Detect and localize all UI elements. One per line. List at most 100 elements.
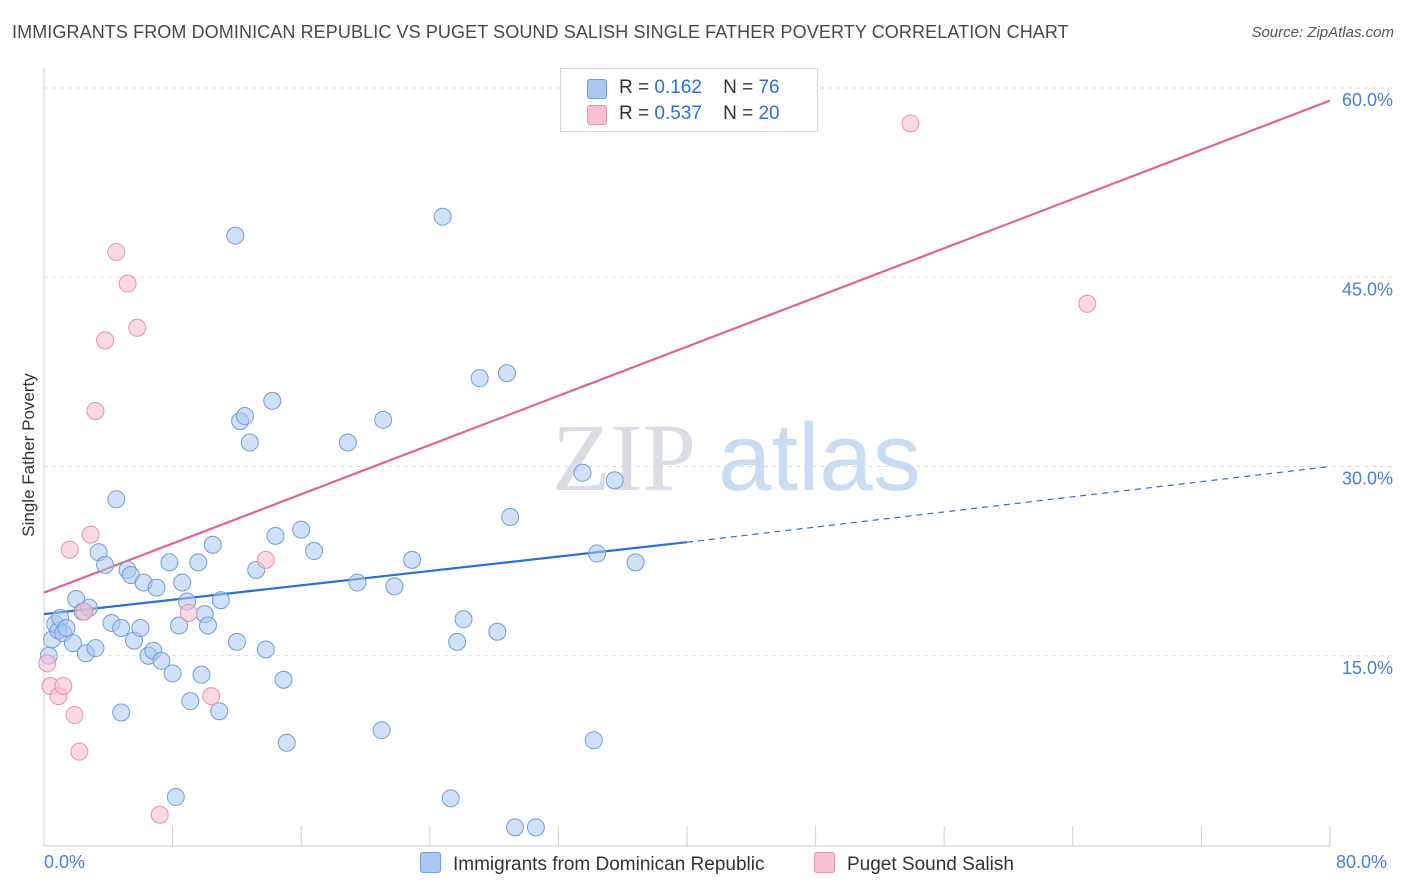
data-point-blue <box>497 364 516 383</box>
legend-r-label: R = <box>619 77 650 98</box>
y-axis-title: Single Father Poverty <box>19 373 38 537</box>
data-point-blue <box>86 639 105 658</box>
y-tick-labels: 15.0% 30.0% 45.0% 60.0% <box>1342 90 1393 678</box>
data-point-blue <box>63 634 82 653</box>
series-dominican-republic <box>39 207 645 837</box>
data-point-blue <box>198 616 217 635</box>
bottom-legend-blue: Immigrants from Dominican Republic <box>420 852 765 876</box>
data-point-blue <box>170 616 189 635</box>
bottom-legend-pink: Puget Sound Salish <box>814 852 1014 876</box>
data-point-pink <box>75 602 94 621</box>
legend-n-value-blue: 76 <box>758 77 780 98</box>
data-point-blue <box>584 731 603 750</box>
data-point-blue <box>112 703 131 722</box>
data-point-blue <box>441 789 460 808</box>
source-credit: Source: ZipAtlas.com <box>1251 24 1394 41</box>
data-point-blue <box>403 550 422 569</box>
data-point-blue <box>348 573 367 592</box>
data-point-blue <box>96 555 115 574</box>
data-point-pink <box>202 687 221 706</box>
data-point-pink <box>70 742 89 761</box>
data-point-blue <box>112 618 131 637</box>
data-point-blue <box>448 632 467 651</box>
y-tick-label-45: 45.0% <box>1342 279 1393 299</box>
y-tick-label-30: 30.0% <box>1342 469 1393 489</box>
bottom-legend-label-blue: Immigrants from Dominican Republic <box>453 854 765 875</box>
trend-line-blue <box>43 541 688 616</box>
data-point-blue <box>240 433 259 452</box>
legend-swatch-pink <box>587 105 607 125</box>
trend-line-pink <box>43 99 1331 594</box>
data-point-blue <box>210 702 229 721</box>
data-point-blue <box>501 507 520 526</box>
data-point-pink <box>150 805 169 824</box>
bottom-legend-label-pink: Puget Sound Salish <box>847 854 1014 875</box>
x-tick-label-max: 80.0% <box>1336 852 1388 872</box>
data-point-blue <box>454 610 473 629</box>
data-point-pink <box>128 318 147 337</box>
data-point-blue <box>227 632 246 651</box>
data-point-blue <box>433 207 452 226</box>
data-point-blue <box>338 433 357 452</box>
y-tick-label-15: 15.0% <box>1342 658 1393 678</box>
trend-lines <box>43 99 1331 616</box>
data-point-blue <box>160 553 179 572</box>
data-point-blue <box>372 721 391 740</box>
data-point-blue <box>626 553 645 572</box>
data-point-pink <box>81 525 100 544</box>
data-point-blue <box>470 369 489 388</box>
data-point-blue <box>147 578 166 597</box>
data-point-blue <box>587 544 606 563</box>
data-point-pink <box>118 274 137 293</box>
correlation-legend: R = 0.162 N = 76 R = 0.537 N = 20 <box>560 68 818 132</box>
watermark-atlas: atlas <box>718 404 921 511</box>
data-point-pink <box>1078 294 1097 313</box>
gridlines <box>44 87 1392 657</box>
data-point-pink <box>86 401 105 420</box>
axes <box>43 68 1331 847</box>
data-point-blue <box>203 535 222 554</box>
data-point-blue <box>263 391 282 410</box>
data-point-blue <box>305 542 324 561</box>
data-point-blue <box>526 818 545 837</box>
data-point-pink <box>179 603 198 622</box>
x-tick-label-min: 0.0% <box>44 852 86 872</box>
data-point-pink <box>65 706 84 725</box>
watermark-zip: ZIP <box>552 404 696 511</box>
data-point-blue <box>211 591 230 610</box>
watermark: ZIP atlas <box>552 404 921 511</box>
bottom-legend-swatch-pink <box>814 852 835 873</box>
data-point-pink <box>54 677 73 696</box>
data-point-pink <box>107 243 126 262</box>
legend-swatch-blue <box>587 79 607 99</box>
data-point-blue <box>166 788 185 807</box>
data-point-blue <box>274 670 293 689</box>
data-point-blue <box>256 640 275 659</box>
data-point-blue <box>189 553 208 572</box>
data-point-blue <box>266 526 285 545</box>
data-point-pink <box>38 654 57 673</box>
data-point-blue <box>192 665 211 684</box>
data-point-blue <box>152 651 171 670</box>
data-point-blue <box>573 463 592 482</box>
data-point-blue <box>605 471 624 490</box>
data-point-blue <box>235 407 254 426</box>
legend-r-label: R = <box>619 103 650 124</box>
data-point-blue <box>107 490 126 509</box>
legend-n-label: N = <box>723 103 754 124</box>
data-point-blue <box>173 573 192 592</box>
data-point-pink <box>901 114 920 133</box>
data-point-blue <box>277 733 296 752</box>
legend-r-value-pink: 0.537 <box>654 103 702 124</box>
data-point-pink <box>60 540 79 559</box>
data-point-blue <box>181 692 200 711</box>
data-point-blue <box>131 618 150 637</box>
trend-line-blue-extension <box>686 465 1331 543</box>
series-puget-sound-salish <box>38 114 1097 824</box>
chart-title: IMMIGRANTS FROM DOMINICAN REPUBLIC VS PU… <box>12 22 1069 42</box>
data-point-blue <box>292 520 311 539</box>
data-point-blue <box>385 577 404 596</box>
data-point-pink <box>256 550 275 569</box>
y-tick-label-60: 60.0% <box>1342 90 1393 110</box>
legend-n-label: N = <box>723 77 754 98</box>
